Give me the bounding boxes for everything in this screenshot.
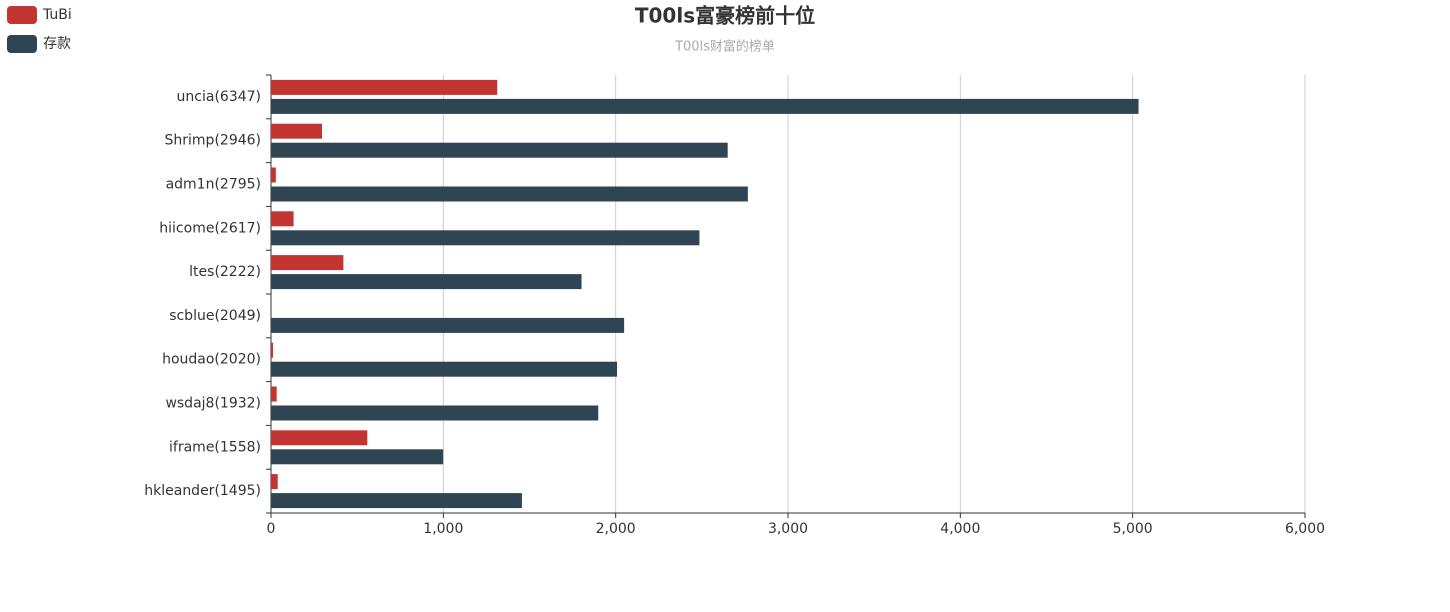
y-tick-label: hiicome(2617) bbox=[159, 220, 261, 236]
y-tick-label: adm1n(2795) bbox=[166, 177, 261, 193]
chart-title: T00ls富豪榜前十位 bbox=[635, 4, 815, 28]
y-tick-label: scblue(2049) bbox=[169, 308, 261, 324]
bar bbox=[271, 230, 700, 246]
y-tick-label: ltes(2222) bbox=[189, 264, 261, 280]
x-tick-label: 5,000 bbox=[1113, 521, 1153, 537]
x-tick-label: 3,000 bbox=[768, 521, 808, 537]
legend-label: 存款 bbox=[43, 36, 71, 52]
y-tick-label: houdao(2020) bbox=[162, 352, 261, 368]
chart-subtitle: T00ls财富的榜单 bbox=[674, 39, 775, 55]
legend-swatch bbox=[7, 35, 37, 53]
bar bbox=[271, 386, 277, 402]
bar bbox=[271, 493, 522, 509]
legend-label: TuBi bbox=[42, 7, 72, 23]
bar bbox=[271, 430, 368, 446]
bar bbox=[271, 449, 444, 465]
x-tick-label: 4,000 bbox=[940, 521, 980, 537]
x-tick-label: 0 bbox=[267, 521, 276, 537]
bar bbox=[271, 211, 294, 227]
bar bbox=[271, 405, 599, 421]
x-tick-label: 1,000 bbox=[423, 521, 463, 537]
bar bbox=[271, 142, 728, 158]
x-tick-label: 6,000 bbox=[1285, 521, 1325, 537]
bar bbox=[271, 342, 274, 358]
legend-swatch bbox=[7, 6, 37, 24]
bar bbox=[271, 186, 748, 202]
y-tick-label: hkleander(1495) bbox=[144, 483, 261, 499]
bar bbox=[271, 361, 618, 377]
y-tick-label: uncia(6347) bbox=[177, 89, 261, 105]
y-tick-label: wsdaj8(1932) bbox=[165, 396, 261, 412]
bar bbox=[271, 123, 323, 139]
bar bbox=[271, 317, 625, 333]
bar bbox=[271, 274, 582, 290]
bar bbox=[271, 79, 498, 95]
bar bbox=[271, 167, 276, 183]
x-tick-label: 2,000 bbox=[596, 521, 636, 537]
y-tick-label: iframe(1558) bbox=[169, 439, 261, 455]
y-tick-label: Shrimp(2946) bbox=[165, 133, 261, 149]
bar bbox=[271, 98, 1139, 114]
bar bbox=[271, 474, 278, 490]
bar bbox=[271, 255, 344, 271]
